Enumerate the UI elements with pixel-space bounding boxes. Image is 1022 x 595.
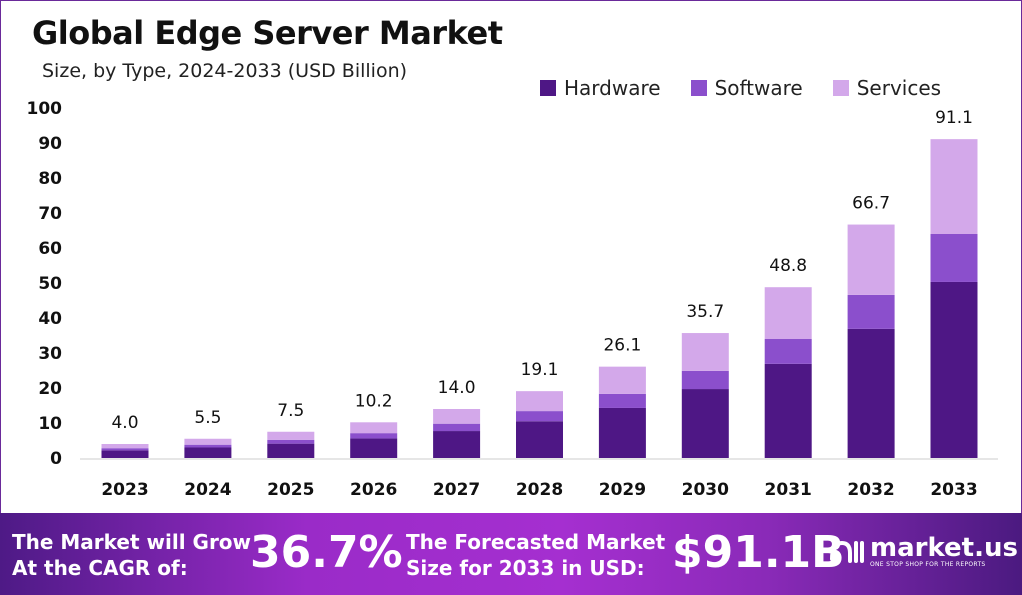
data-label: 19.1 <box>521 360 559 380</box>
x-tick-label: 2027 <box>433 480 480 500</box>
chart-title: Global Edge Server Market <box>32 14 503 52</box>
legend-swatch <box>540 80 556 96</box>
y-tick-label: 60 <box>38 239 62 259</box>
bar-segment-services <box>516 391 563 412</box>
y-tick-label: 70 <box>38 204 62 224</box>
legend-label: Software <box>714 76 803 100</box>
bar-segment-hardware <box>267 443 315 458</box>
bar-segment-software <box>930 234 978 282</box>
y-tick-label: 50 <box>38 274 62 294</box>
legend-label: Services <box>856 76 942 100</box>
x-tick-label: 2030 <box>682 480 729 500</box>
bar-segment-services <box>847 224 895 295</box>
y-tick-label: 20 <box>38 379 62 399</box>
summary-banner: The Market will Grow At the CAGR of: 36.7… <box>0 513 1022 595</box>
bar-segment-hardware <box>516 421 563 458</box>
forecast-label-line: Size for 2033 in USD: <box>406 556 645 580</box>
bar-chart: 01020304050607080901004.020235.520247.52… <box>27 99 998 500</box>
bar-segment-services <box>764 287 812 339</box>
bar-segment-services <box>930 139 978 234</box>
x-tick-label: 2031 <box>765 480 812 500</box>
bar-segment-software <box>184 444 232 448</box>
bar-segment-software <box>101 448 149 451</box>
bar-segment-services <box>267 431 315 440</box>
forecast-label: The Forecasted Market Size for 2033 in US… <box>406 529 665 581</box>
bar-segment-software <box>350 433 398 439</box>
market-us-logo: market.us ONE STOP SHOP FOR THE REPORTS <box>828 535 1018 568</box>
y-tick-label: 40 <box>38 309 62 329</box>
data-label: 26.1 <box>603 336 641 356</box>
bar-segment-software <box>681 370 729 390</box>
data-label: 5.5 <box>194 408 221 428</box>
data-label: 35.7 <box>686 302 724 322</box>
bar-segment-services <box>350 422 398 434</box>
bar-segment-services <box>433 409 481 424</box>
legend-item-hardware: Hardware <box>540 76 661 100</box>
bar-segment-hardware <box>930 281 978 458</box>
bar-segment-hardware <box>433 431 481 458</box>
cagr-label: The Market will Grow At the CAGR of: <box>12 529 251 581</box>
y-tick-label: 30 <box>38 344 62 364</box>
bar-segment-hardware <box>598 407 646 458</box>
bar-segment-services <box>101 444 149 449</box>
x-tick-label: 2023 <box>101 480 148 500</box>
forecast-label-line: The Forecasted Market <box>406 530 666 554</box>
x-tick-label: 2026 <box>350 480 397 500</box>
x-tick-label: 2032 <box>847 480 894 500</box>
legend-item-services: Services <box>832 76 942 100</box>
data-label: 66.7 <box>852 194 890 214</box>
data-label: 91.1 <box>935 108 973 128</box>
logo-icon <box>829 540 864 565</box>
x-tick-label: 2025 <box>267 480 314 500</box>
data-label: 14.0 <box>438 378 476 398</box>
bar-segment-software <box>433 423 481 432</box>
bar-segment-hardware <box>101 450 149 458</box>
legend-swatch <box>690 80 707 96</box>
legend-item-software: Software <box>690 76 803 100</box>
legend-swatch <box>832 80 849 96</box>
chart-subtitle: Size, by Type, 2024-2033 (USD Billion) <box>42 60 408 82</box>
bar-segment-services <box>184 438 232 445</box>
bar-segment-software <box>516 411 563 422</box>
bar-segment-services <box>598 366 646 394</box>
bar-segment-software <box>847 294 895 329</box>
data-label: 48.8 <box>769 256 807 276</box>
bar-segment-hardware <box>847 328 895 458</box>
bar-segment-hardware <box>350 438 398 458</box>
legend: Hardware Software Services <box>540 76 941 100</box>
logo-tagline: ONE STOP SHOP FOR THE REPORTS <box>870 561 986 568</box>
cagr-label-line: At the CAGR of: <box>12 556 188 580</box>
cagr-value: 36.7% <box>250 527 403 578</box>
logo-name: market.us <box>870 533 1018 563</box>
bar-segment-software <box>598 393 646 408</box>
bar-segment-hardware <box>681 389 729 458</box>
y-tick-label: 10 <box>38 414 62 434</box>
bar-segment-services <box>681 333 729 371</box>
data-label: 7.5 <box>277 401 304 421</box>
bar-segment-software <box>267 439 315 444</box>
y-tick-label: 80 <box>38 169 62 189</box>
y-tick-label: 0 <box>50 449 62 469</box>
y-tick-label: 100 <box>27 99 63 119</box>
bar-segment-hardware <box>764 363 812 458</box>
legend-label: Hardware <box>564 76 661 100</box>
x-tick-label: 2029 <box>599 480 646 500</box>
cagr-label-line: The Market will Grow <box>12 530 252 554</box>
bar-segment-hardware <box>184 447 232 458</box>
x-tick-label: 2033 <box>930 480 977 500</box>
x-tick-label: 2024 <box>184 480 231 500</box>
data-label: 4.0 <box>111 413 138 433</box>
y-tick-label: 90 <box>38 134 62 154</box>
forecast-value: $91.1B <box>672 527 845 578</box>
bar-segment-software <box>764 339 812 364</box>
x-tick-label: 2028 <box>516 480 563 500</box>
data-label: 10.2 <box>355 391 393 411</box>
